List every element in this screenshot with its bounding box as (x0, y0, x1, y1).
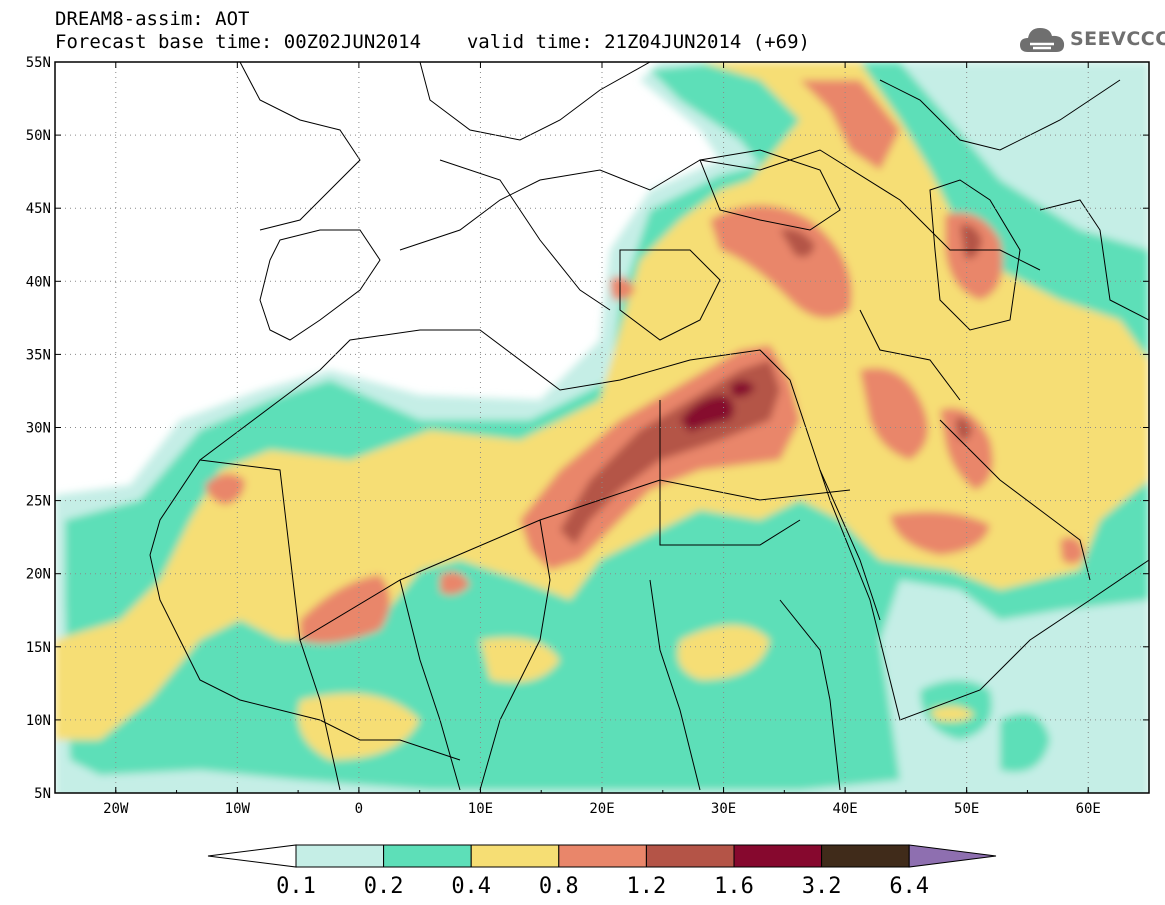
colorbar-box (645, 844, 735, 868)
lon-label: 20W (103, 801, 129, 817)
cloud-icon (1020, 28, 1065, 52)
colorbar-label: 3.2 (802, 874, 842, 899)
colorbar-boxes (207, 844, 997, 868)
colorbar-label: 1.2 (627, 874, 667, 899)
colorbar-label: 0.2 (364, 874, 404, 899)
lat-label: 15N (26, 640, 51, 656)
coastlines (149, 62, 1149, 791)
colorbar-box (821, 844, 910, 868)
grid-lines (55, 62, 1149, 793)
time-info: Forecast base time: 00Z02JUN2014 valid t… (55, 32, 810, 52)
lat-label: 10N (26, 713, 51, 729)
axis-ticks (54, 61, 1150, 794)
colorbar-box (383, 844, 472, 868)
lon-label: 0 (355, 801, 363, 817)
lon-label: 50E (954, 801, 979, 817)
valid-time: valid time: 21Z04JUN2014 (+69) (466, 31, 810, 53)
colorbar-label: 6.4 (889, 874, 929, 899)
colorbar-box (733, 844, 823, 868)
seevccc-logo: SEEVCCC (1018, 22, 1165, 56)
colorbar-label: 0.8 (539, 874, 579, 899)
lon-label: 60E (1076, 801, 1101, 817)
lat-label: 50N (26, 128, 51, 144)
colorbar-box (470, 844, 560, 868)
colorbar-under (207, 844, 297, 868)
lat-label: 45N (26, 201, 51, 217)
lat-labels: 55N 50N 45N 40N 35N 30N 25N 20N 15N 10N 5N (26, 55, 51, 802)
lon-label: 40E (832, 801, 857, 817)
lat-label: 30N (26, 421, 51, 437)
colorbar-box (558, 844, 647, 868)
map-title: DREAM8-assim: AOT (55, 8, 250, 30)
colorbar-labels: 0.1 0.2 0.4 0.8 1.2 1.6 3.2 6.4 (276, 874, 929, 899)
lon-label: 10E (468, 801, 493, 817)
colorbar-label: 1.6 (714, 874, 754, 899)
lon-labels: 20W 10W 0 10E 20E 30E 40E 50E 60E (103, 801, 1101, 817)
colorbar-box (295, 844, 385, 868)
lat-label: 20N (26, 567, 51, 583)
lon-label: 30E (711, 801, 736, 817)
colorbar-over (908, 844, 997, 868)
lat-label: 25N (26, 494, 51, 510)
lat-label: 35N (26, 347, 51, 363)
lon-label: 10W (225, 801, 251, 817)
lon-label: 20E (589, 801, 614, 817)
logo-text: SEEVCCC (1070, 28, 1165, 50)
lat-label: 55N (26, 55, 51, 71)
aot-field (55, 62, 1149, 793)
lat-label: 5N (34, 786, 51, 802)
forecast-base-time: Forecast base time: 00Z02JUN2014 (55, 31, 422, 53)
colorbar-label: 0.1 (276, 874, 316, 899)
lat-label: 40N (26, 274, 51, 290)
colorbar-label: 0.4 (451, 874, 491, 899)
